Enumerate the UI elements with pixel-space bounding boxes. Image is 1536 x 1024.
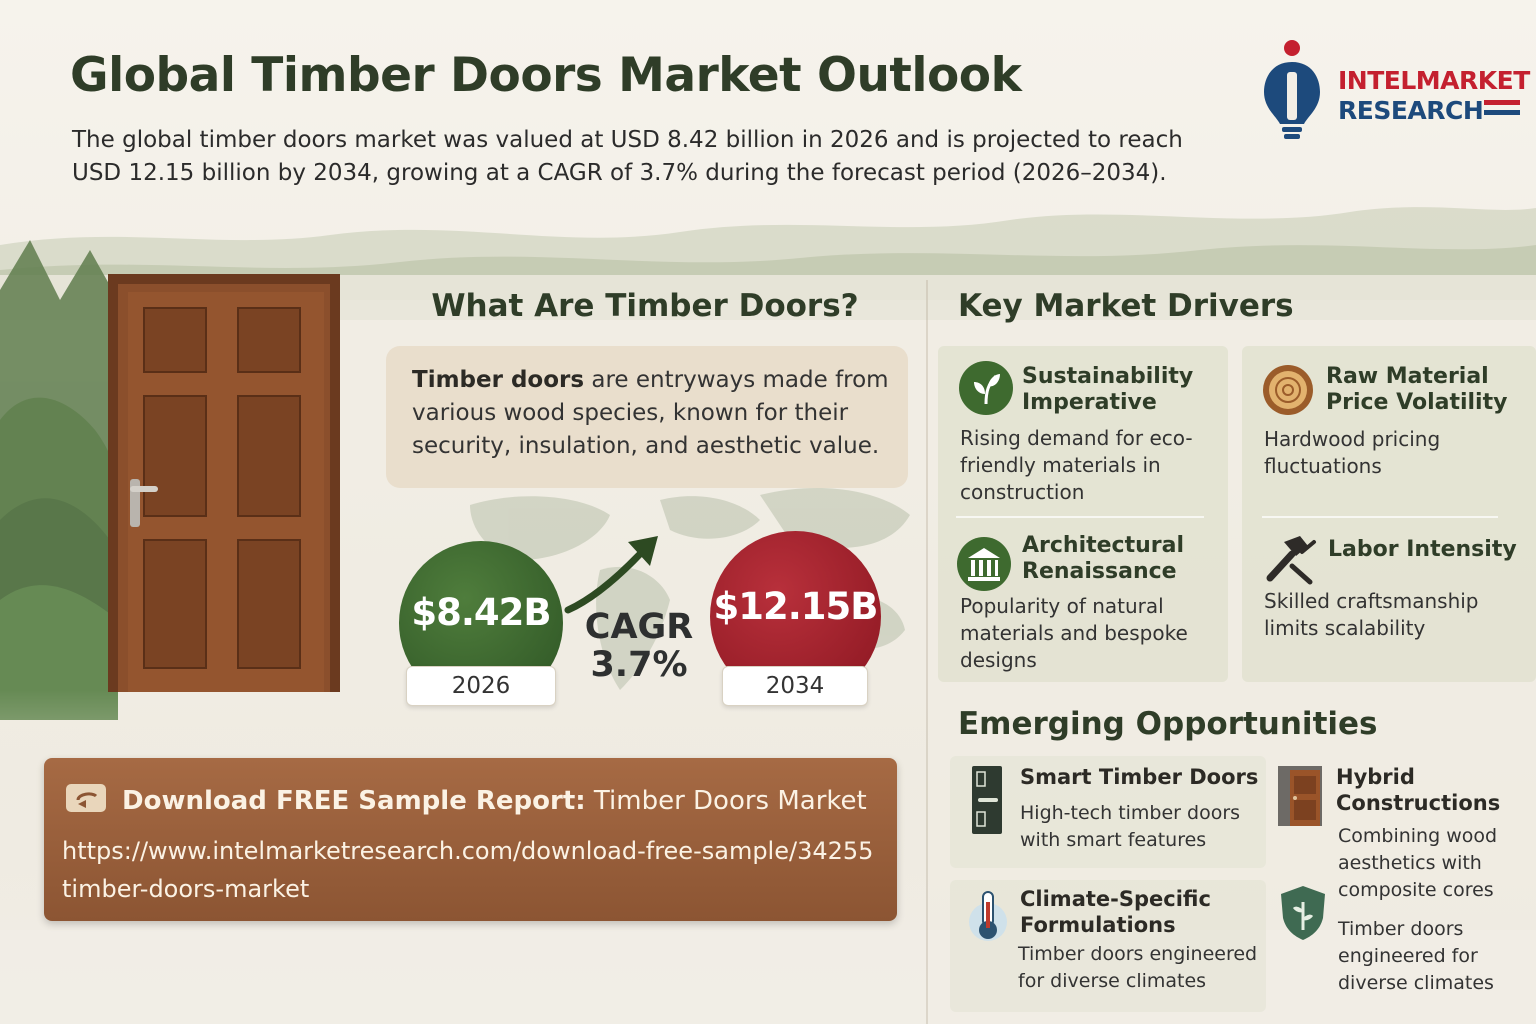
- value-2034: $12.15B: [713, 585, 879, 628]
- smart-door-icon: [972, 766, 1002, 834]
- brand-logo[interactable]: INTELMARKET RESEARCH: [1262, 36, 1530, 146]
- download-title-bold: Download FREE Sample Report:: [122, 786, 586, 816]
- value-2026: $8.42B: [411, 590, 551, 634]
- thermometer-icon: [969, 891, 1007, 941]
- driver-1-text: Rising demand for eco-friendly materials…: [960, 426, 1193, 504]
- download-title-rest: Timber Doors Market: [585, 786, 867, 816]
- timber-door-image: [108, 274, 340, 692]
- download-url-link[interactable]: https://www.intelmarketresearch.com/down…: [62, 837, 874, 903]
- download-title[interactable]: Download FREE Sample Report: Timber Door…: [122, 786, 867, 816]
- driver-3-text: Popularity of natural materials and besp…: [960, 594, 1188, 672]
- page-title: Global Timber Doors Market Outlook: [70, 48, 1022, 103]
- cagr-label: CAGR 3.7%: [575, 608, 703, 684]
- growth-arrow-icon: [564, 536, 658, 614]
- wood-log-icon: [1263, 365, 1313, 415]
- shield-leaf-icon: [1281, 886, 1325, 940]
- driver-3-title: Architectural Renaissance: [1022, 533, 1185, 584]
- definition-body: are entryways made from various wood spe…: [412, 367, 889, 459]
- flag-stripes-icon: [1484, 100, 1520, 115]
- lightbulb-logo-icon: [1264, 40, 1320, 139]
- intro-text: The global timber doors market was value…: [72, 127, 1183, 186]
- leaf-icon: [959, 361, 1013, 415]
- cagr-title: CAGR: [584, 607, 694, 647]
- hammer-tools-icon: [1266, 536, 1316, 585]
- driver-1-title: Sustainability Imperative: [1022, 364, 1194, 415]
- opportunity-4-text: Timber doors engineered for diverse clim…: [1338, 918, 1494, 994]
- definition-lead: Timber doors: [412, 367, 585, 393]
- logo-line-1: INTELMARKET: [1338, 66, 1530, 95]
- what-definition-box: [386, 346, 908, 488]
- opportunity-3-title: Climate-Specific Formulations: [1020, 887, 1211, 937]
- opportunities-section-title: Emerging Opportunities: [958, 706, 1378, 742]
- opportunity-panel-2: [950, 880, 1266, 1012]
- driver-4-text: Skilled craftsmanship limits scalability: [1264, 589, 1479, 640]
- drivers-separator-left: [956, 516, 1204, 518]
- opportunity-1-text: High-tech timber doors with smart featur…: [1020, 802, 1241, 851]
- drivers-section-title: Key Market Drivers: [958, 288, 1294, 324]
- year-2026-label: 2026: [406, 666, 556, 706]
- driver-4-title: Labor Intensity: [1328, 537, 1517, 562]
- columns-building-icon: [957, 537, 1011, 591]
- opportunity-2-title: Hybrid Constructions: [1336, 765, 1501, 815]
- cagr-value: 3.7%: [590, 645, 688, 685]
- opportunity-3-text: Timber doors engineered for diverse clim…: [1018, 943, 1258, 992]
- hybrid-door-icon: [1278, 766, 1322, 826]
- year-2034-label: 2034: [722, 666, 868, 706]
- drivers-separator-right: [1262, 516, 1498, 518]
- opportunity-2-text: Combining wood aesthetics with composite…: [1338, 825, 1498, 901]
- column-divider: [926, 280, 928, 1024]
- driver-2-text: Hardwood pricing fluctuations: [1264, 427, 1441, 478]
- what-section-title: What Are Timber Doors?: [431, 288, 859, 324]
- download-document-icon: [66, 784, 106, 812]
- download-sample-banner[interactable]: [44, 758, 897, 921]
- logo-line-2: RESEARCH: [1338, 96, 1484, 125]
- what-definition-text: Timber doors are entryways made from var…: [412, 364, 892, 463]
- driver-2-title: Raw Material Price Volatility: [1326, 364, 1508, 415]
- opportunity-panel-1: [950, 756, 1266, 868]
- opportunity-1-title: Smart Timber Doors: [1020, 765, 1259, 789]
